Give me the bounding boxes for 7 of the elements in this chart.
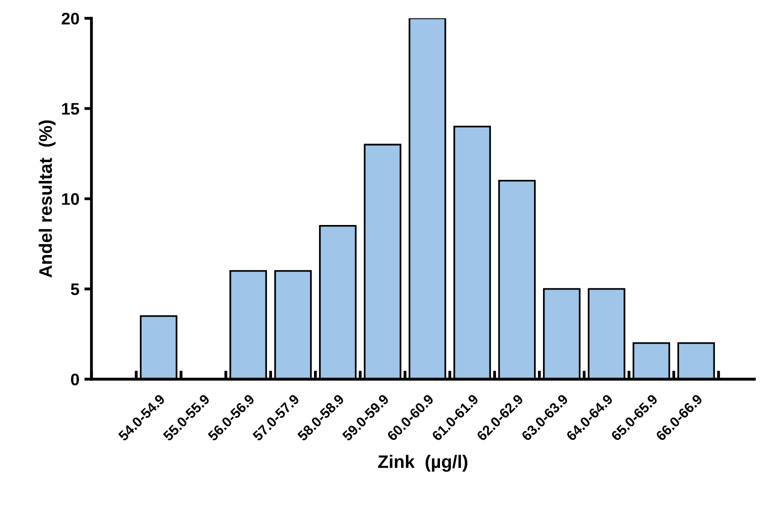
y-axis-title: Andel resultat (%)	[38, 120, 56, 278]
x-axis-title: Zink (µg/l)	[378, 454, 468, 472]
y-tick-label: 15	[62, 103, 80, 115]
y-tick-label: 5	[70, 284, 80, 296]
y-tick-label: 0	[71, 374, 79, 386]
y-tick-label: 20	[62, 12, 79, 25]
y-tick-label: 10	[62, 193, 79, 205]
